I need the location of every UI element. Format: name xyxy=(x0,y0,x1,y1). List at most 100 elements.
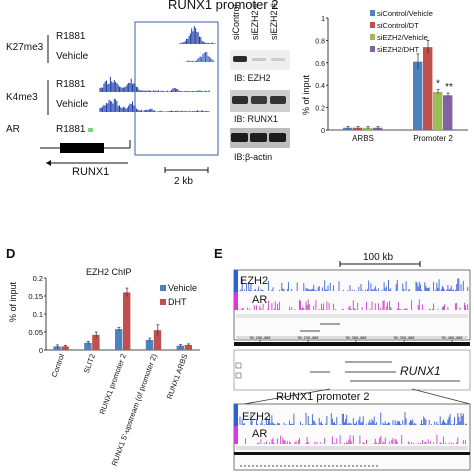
blot-actin-band xyxy=(269,133,286,142)
lane-label-sicontrol: siControl xyxy=(231,4,241,40)
track-label-k27-r1881: R1881 xyxy=(56,31,86,42)
panel-e: E 100 kb EZH2 AR 36,200,000 36,250,000 36,… xyxy=(214,246,471,471)
panel-d-y-tick-label: 0.15 xyxy=(28,292,43,301)
arrow-head xyxy=(46,160,51,166)
ar-peak xyxy=(88,128,93,132)
browser-signal-tracks xyxy=(239,278,469,310)
zoom-track-color-ezh2 xyxy=(234,404,238,426)
zoom-connector-right xyxy=(411,388,471,405)
panel-d-chart: D EZH2 ChIP % of input Vehicle DHT 0 0.05 0… xyxy=(6,246,200,467)
runx1-exon xyxy=(60,143,104,153)
panel-d-legend-swatch xyxy=(160,285,166,291)
panel-d-x-tick-label: SLIT2 xyxy=(82,353,97,375)
panel-a: RUNX1 promoter 2 K27me3 K4me3 AR R1881 V… xyxy=(6,0,279,187)
lane-label-siezh2-2: siEZH2 # xyxy=(269,3,279,40)
blot-actin-band xyxy=(231,133,248,142)
panel-d-legend-label: Vehicle xyxy=(168,283,197,293)
ruler-tick-label: 36,350,000 xyxy=(393,336,414,340)
panel-c-bar xyxy=(443,95,453,130)
panel-e-zoom-title: RUNX1 promoter 2 xyxy=(276,391,370,403)
panel-e-scale-label: 100 kb xyxy=(363,252,393,263)
panel-a-title: RUNX1 promoter 2 xyxy=(168,0,279,12)
panel-c-legend-label: siControl/Vehicle xyxy=(377,9,433,18)
chip-seq-tracks xyxy=(88,26,216,132)
panel-d-x-tick-label: Control xyxy=(50,352,67,378)
blot-runx1-band xyxy=(270,96,286,104)
panel-c-legend-swatch xyxy=(370,34,375,40)
track-toggle-icon[interactable] xyxy=(235,362,242,369)
panel-e-gene-label: RUNX1 xyxy=(400,364,441,378)
panel-d-bar xyxy=(184,344,192,350)
panel-a-gene-label: RUNX1 xyxy=(72,166,109,178)
panel-d-bar xyxy=(84,342,92,350)
panel-d-letter: D xyxy=(6,246,15,261)
panel-d-bar xyxy=(153,330,162,350)
track-label-k4-vehicle: Vehicle xyxy=(56,99,89,110)
panel-e-letter: E xyxy=(214,246,223,261)
row-label-k27me3: K27me3 xyxy=(6,42,44,53)
panel-b: siControl siEZH2 # siEZH2 # IB: EZH2 IB:… xyxy=(230,3,290,162)
track-label-ar-r1881: R1881 xyxy=(56,124,86,135)
zoom-ruler-bar xyxy=(234,452,470,455)
promoter-region-box xyxy=(134,21,219,156)
panel-c-legend-swatch xyxy=(370,22,375,28)
browser-track-label-ezh2: EZH2 xyxy=(240,275,268,287)
panel-d-legend: Vehicle DHT xyxy=(160,283,197,307)
panel-c-significance-mark: ** xyxy=(445,82,453,93)
zoom-connector-left xyxy=(243,388,331,405)
track-label-k27-vehicle: Vehicle xyxy=(56,51,89,62)
zoom-track-color-ar xyxy=(234,426,238,444)
panel-d-bar xyxy=(92,334,100,350)
zoom-track-label-ezh2: EZH2 xyxy=(242,411,270,423)
blot-label-actin: IB:β-actin xyxy=(234,152,272,162)
panel-d-y-tick-label: 0.1 xyxy=(33,310,43,319)
panel-c-legend-swatch xyxy=(370,46,375,52)
panel-c-bar xyxy=(423,47,433,131)
panel-c-bar xyxy=(413,61,423,130)
row-label-ar: AR xyxy=(6,124,20,135)
track-label-k4-r1881: R1881 xyxy=(56,79,86,90)
panel-d-x-tick-label: RUNX1 promoter 2 xyxy=(98,353,128,416)
blot-actin-band xyxy=(250,133,267,142)
panel-c-x-tick-label: Promoter 2 xyxy=(413,134,453,143)
lane-label-siezh2-1: siEZH2 # xyxy=(250,3,260,40)
panel-d-bar xyxy=(145,339,154,350)
panel-c-y-tick-label: 1 xyxy=(321,16,325,23)
blot-ezh2-band xyxy=(252,58,266,61)
panel-d-x-tick-label: RUNX1 ARBS xyxy=(165,353,190,401)
blot-runx1-band xyxy=(251,96,267,104)
panel-c-significance-mark: * xyxy=(436,79,440,90)
zoom-track-label-ar: AR xyxy=(252,428,267,440)
panel-c-y-tick-label: 0.8 xyxy=(315,38,325,45)
zoom-signal-tracks xyxy=(239,412,468,444)
panel-d-bar xyxy=(176,345,184,350)
ruler-tick-label: 36,400,000 xyxy=(441,336,462,340)
panel-c-y-tick-label: 0.6 xyxy=(315,61,325,68)
panel-d-bar xyxy=(61,346,69,350)
panel-c-y-tick-label: 0.2 xyxy=(315,106,325,113)
panel-c-bar xyxy=(433,91,443,130)
panel-d-y-tick-label: 0.2 xyxy=(33,274,43,283)
panel-d-title: EZH2 ChIP xyxy=(86,267,132,277)
panel-c-legend-label: siControl/DT xyxy=(377,21,419,30)
panel-d-y-tick-label: 0 xyxy=(39,346,43,355)
browser-divider xyxy=(236,314,468,318)
panel-d-bar xyxy=(123,292,131,350)
row-label-k4me3: K4me3 xyxy=(6,92,38,103)
panel-a-scale-label: 2 kb xyxy=(174,176,193,187)
panel-c-y-tick-label: 0 xyxy=(321,128,325,135)
panel-c-ylabel: % of input xyxy=(301,74,311,115)
ruler-tick-label: 36,250,000 xyxy=(297,336,318,340)
browser-track-label-ar: AR xyxy=(252,294,267,306)
panel-d-legend-label: DHT xyxy=(168,297,187,307)
track-toggle-icon[interactable] xyxy=(235,372,242,379)
panel-c-legend: siControl/Vehicle siControl/DT siEZH2/Vehi… xyxy=(370,9,433,54)
panel-c-chart: % of input siControl/Vehicle siControl/DT… xyxy=(301,9,468,143)
browser-divider xyxy=(236,336,468,339)
zoom-divider xyxy=(236,446,468,450)
browser-track-color-ezh2 xyxy=(234,270,238,292)
panel-c-x-tick-label: ARBS xyxy=(352,134,374,143)
blot-runx1-band xyxy=(232,96,248,104)
